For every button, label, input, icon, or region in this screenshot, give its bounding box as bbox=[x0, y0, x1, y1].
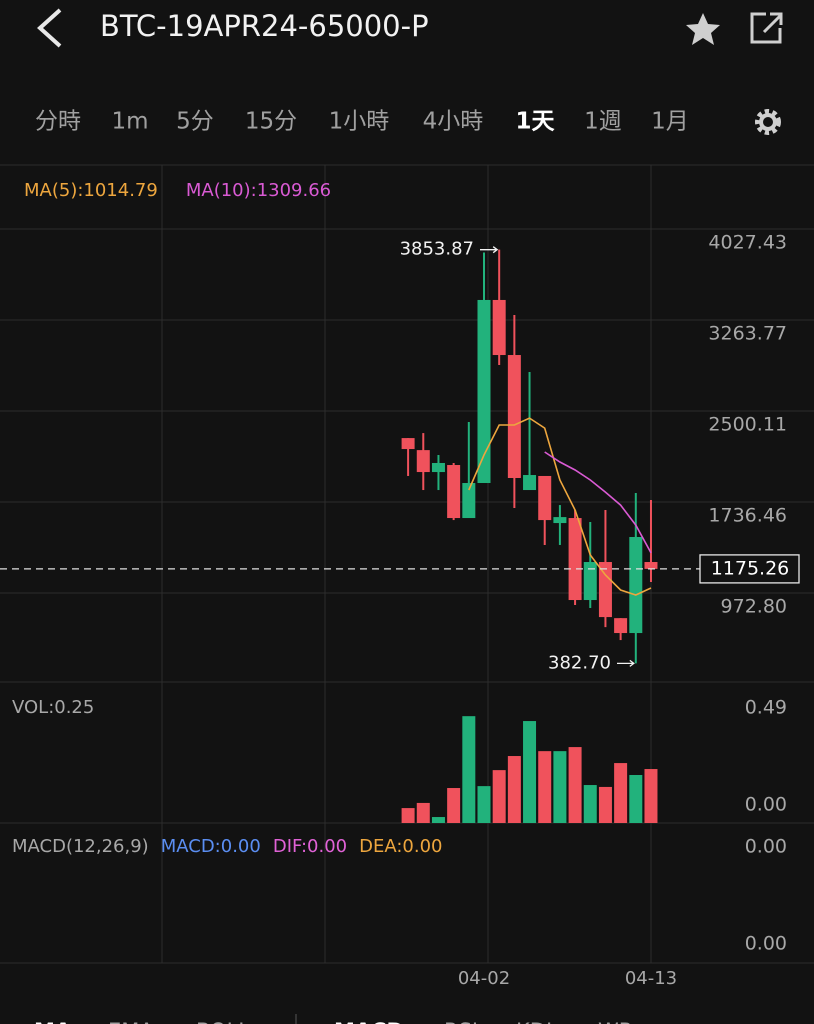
candle-body bbox=[523, 475, 537, 491]
volume-bar bbox=[447, 788, 461, 823]
y-tick-label: 972.80 bbox=[721, 596, 787, 618]
candle-body bbox=[492, 299, 506, 356]
macd-label: MACD(12,26,9) bbox=[12, 836, 149, 857]
moving-average-line bbox=[468, 417, 652, 596]
volume-tick-label: 0.00 bbox=[745, 794, 787, 816]
high-annotation: 3853.87 bbox=[400, 239, 474, 260]
candle-body bbox=[447, 465, 461, 519]
volume-bar bbox=[583, 785, 597, 823]
volume-bar bbox=[431, 817, 445, 823]
candle-body bbox=[553, 517, 567, 524]
low-annotation: 382.70 bbox=[548, 652, 611, 673]
y-tick-label: 1736.46 bbox=[708, 505, 787, 527]
volume-title: VOL:0.25 bbox=[12, 697, 94, 718]
y-tick-label: 3263.77 bbox=[708, 323, 787, 345]
indicator-tab[interactable]: WR bbox=[598, 1019, 633, 1024]
candle-body bbox=[538, 475, 552, 521]
candle-body bbox=[477, 299, 491, 484]
candle-body bbox=[598, 562, 612, 618]
low-arrow bbox=[617, 659, 635, 667]
volume-bar bbox=[538, 751, 552, 823]
timeframe-tab[interactable]: 1m bbox=[111, 109, 148, 135]
candle-body bbox=[416, 450, 430, 473]
volume-bar bbox=[568, 747, 582, 823]
macd-label: DIF:0.00 bbox=[273, 836, 347, 857]
volume-bar bbox=[644, 769, 658, 823]
indicator-tab[interactable]: KDJ bbox=[516, 1019, 552, 1024]
last-price-label: 1175.26 bbox=[711, 557, 790, 579]
volume-bar bbox=[401, 808, 415, 823]
y-tick-label: 2500.11 bbox=[708, 414, 787, 436]
timeframe-tab[interactable]: 分時 bbox=[35, 109, 81, 135]
macd-label: MACD:0.00 bbox=[161, 836, 261, 857]
volume-bar bbox=[523, 721, 537, 823]
volume-bar bbox=[462, 716, 476, 823]
volume-tick-label: 0.49 bbox=[745, 697, 787, 719]
indicator-tab[interactable]: RSI bbox=[444, 1019, 478, 1024]
timeframe-tab[interactable]: 4小時 bbox=[423, 109, 484, 135]
candle-body bbox=[401, 438, 415, 450]
timeframe-tab[interactable]: 1小時 bbox=[329, 109, 390, 135]
candle-body bbox=[644, 562, 658, 569]
timeframe-tab[interactable]: 5分 bbox=[176, 109, 214, 135]
macd-tick-label: 0.00 bbox=[745, 836, 787, 858]
favorite-icon[interactable] bbox=[686, 13, 720, 45]
indicator-tab[interactable]: MA bbox=[34, 1019, 72, 1024]
candle-body bbox=[583, 562, 597, 601]
timeframe-tab[interactable]: 1月 bbox=[651, 109, 689, 135]
macd-tick-label: 0.00 bbox=[745, 933, 787, 955]
timeframe-tab[interactable]: 15分 bbox=[245, 109, 297, 135]
share-icon[interactable] bbox=[750, 12, 783, 44]
candle-body bbox=[629, 536, 643, 634]
x-tick-label: 04-02 bbox=[458, 968, 510, 989]
candle-body bbox=[614, 618, 628, 634]
candle-body bbox=[568, 518, 582, 601]
candle-body bbox=[462, 483, 476, 519]
y-tick-label: 4027.43 bbox=[708, 232, 787, 254]
candle-body bbox=[507, 355, 521, 479]
indicator-tab[interactable]: MACD bbox=[334, 1019, 404, 1024]
legend-entry: MA(5):1014.79 bbox=[24, 180, 158, 201]
moving-average-line bbox=[544, 451, 652, 554]
volume-bar bbox=[598, 786, 612, 823]
volume-bar bbox=[507, 756, 521, 823]
candle-body bbox=[431, 462, 445, 473]
settings-icon[interactable] bbox=[755, 109, 781, 135]
indicator-tab[interactable]: BOLL bbox=[196, 1019, 250, 1024]
macd-label: DEA:0.00 bbox=[359, 836, 442, 857]
back-button[interactable] bbox=[37, 8, 62, 48]
last-price-box bbox=[699, 554, 800, 584]
volume-bar bbox=[416, 802, 430, 823]
legend-entry: MA(10):1309.66 bbox=[186, 180, 331, 201]
volume-bar bbox=[614, 763, 628, 823]
timeframe-tab[interactable]: 1週 bbox=[584, 109, 622, 135]
high-arrow bbox=[480, 246, 499, 254]
volume-bar bbox=[477, 786, 491, 823]
title: BTC-19APR24-65000-P bbox=[100, 9, 429, 43]
volume-bar bbox=[492, 770, 506, 823]
indicator-tab[interactable]: EMA bbox=[108, 1019, 154, 1024]
timeframe-tab[interactable]: 1天 bbox=[515, 109, 555, 135]
volume-bar bbox=[629, 775, 643, 823]
volume-bar bbox=[553, 751, 567, 823]
x-tick-label: 04-13 bbox=[625, 968, 677, 989]
